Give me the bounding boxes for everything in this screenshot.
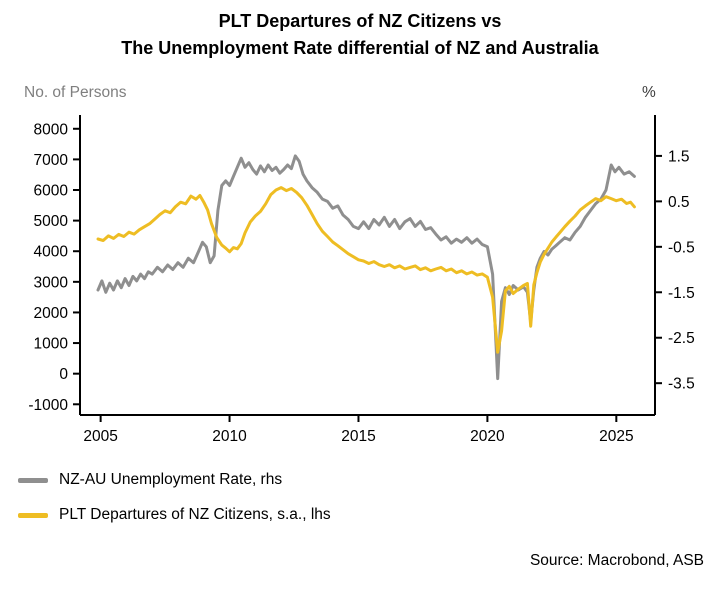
left-axis-unit-label: No. of Persons [24,84,127,101]
y-left-tick-label: 7000 [34,152,69,169]
y-right-tick-label: -0.5 [668,239,695,256]
x-tick-label: 2005 [83,428,117,445]
y-left-tick-label: 5000 [34,213,69,230]
y-left-tick-label: 2000 [34,305,69,322]
x-tick-label: 2015 [341,428,375,445]
unemployment-rate-line [96,154,636,381]
x-tick-label: 2010 [212,428,247,445]
source-attribution: Source: Macrobond, ASB [529,552,704,569]
y-right-tick-label: -2.5 [668,330,695,347]
chart-legend: NZ-AU Unemployment Rate, rhs PLT Departu… [18,468,331,538]
legend-item-departures: PLT Departures of NZ Citizens, s.a., lhs [18,503,331,527]
y-left-tick-label: 0 [59,366,68,383]
legend-label-unemployment: NZ-AU Unemployment Rate, rhs [59,471,283,488]
x-tick-label: 2020 [470,428,505,445]
line-chart-svg: 8000 7000 6000 5000 4000 3000 2000 1000 0 -1000 1.… [28,115,695,445]
y-left-tick-label: 1000 [34,336,69,353]
legend-label-departures: PLT Departures of NZ Citizens, s.a., lhs [59,506,331,523]
y-right-tick-label: -1.5 [668,285,695,302]
right-axis-unit-label: % [642,84,656,101]
chart-plot-area: 8000 7000 6000 5000 4000 3000 2000 1000 0 -1000 1.… [0,95,720,460]
legend-swatch-unemployment [18,477,48,483]
y-left-tick-label: 8000 [34,121,69,138]
y-left-tick-label: -1000 [28,397,68,414]
y-right-tick-label: 1.5 [668,148,690,165]
y-right-tick-label: -3.5 [668,376,695,393]
legend-swatch-departures [18,512,48,518]
y-left-tick-label: 3000 [34,274,69,291]
plt-departures-line [96,186,636,354]
legend-item-unemployment: NZ-AU Unemployment Rate, rhs [18,468,331,492]
chart-title: PLT Departures of NZ Citizens vs The Une… [0,8,720,62]
chart-title-line1: PLT Departures of NZ Citizens vs [218,11,502,31]
x-tick-label: 2025 [599,428,633,445]
y-left-tick-label: 6000 [34,183,69,200]
chart-title-line2: The Unemployment Rate differential of NZ… [121,38,599,58]
y-right-tick-label: 0.5 [668,194,690,211]
y-left-tick-label: 4000 [34,244,69,261]
